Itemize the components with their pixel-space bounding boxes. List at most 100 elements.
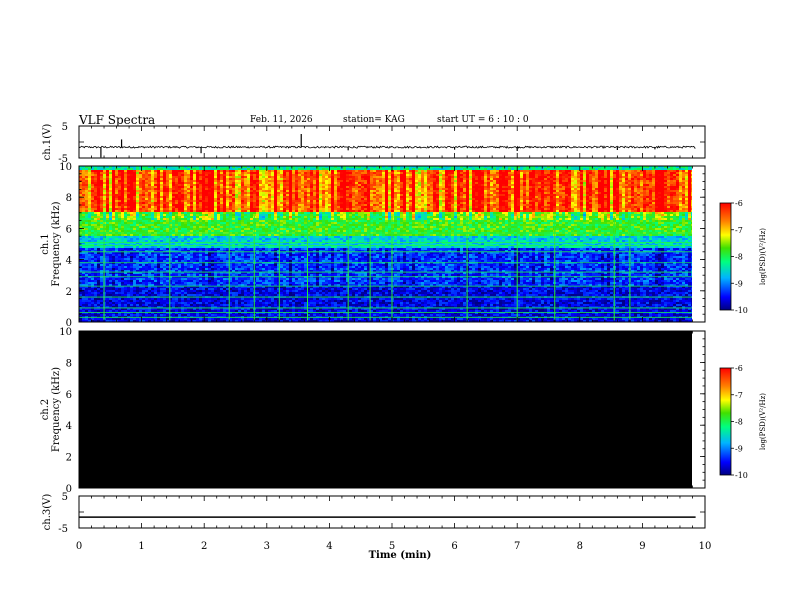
spectro-cell: [259, 240, 263, 243]
spectro-cell: [232, 224, 236, 227]
spectro-cell: [244, 224, 248, 227]
spectro-cell: [259, 266, 263, 269]
spectro-cell: [142, 294, 146, 297]
spectro-cell: [127, 314, 131, 317]
spectro-cell: [154, 218, 158, 221]
date-label: Feb. 11, 2026: [250, 115, 313, 125]
spectro-cell: [103, 246, 107, 249]
spectro-cell: [259, 230, 263, 233]
spectro-cell: [79, 298, 83, 301]
spectro-cell: [190, 282, 194, 285]
spectro-cell: [256, 298, 260, 301]
spectro-cell: [85, 224, 89, 227]
spectro-cell: [127, 216, 131, 219]
spectro-cell: [193, 228, 197, 231]
spectro-cell: [151, 226, 155, 229]
spectro-cell: [115, 278, 119, 281]
spectro-cell: [145, 310, 149, 313]
spectro-cell: [241, 210, 245, 213]
spectro-cell: [85, 272, 89, 275]
spectro-cell: [238, 286, 242, 289]
spectro-cell: [211, 204, 215, 207]
spectro-cell: [118, 222, 122, 225]
spectro-cell: [160, 312, 164, 315]
spectro-cell: [133, 170, 137, 173]
spectro-cell: [127, 236, 131, 239]
spectro-cell: [115, 188, 119, 191]
spectro-cell: [127, 262, 131, 265]
spectro-cell: [130, 284, 134, 287]
spectro-cell: [112, 294, 116, 297]
spectro-cell: [262, 224, 266, 227]
spectro-cell: [217, 188, 221, 191]
spectro-cell: [223, 286, 227, 289]
spectro-cell: [106, 294, 110, 297]
spectro-cell: [241, 286, 245, 289]
spectro-cell: [205, 260, 209, 263]
spectro-cell: [193, 188, 197, 191]
spectro-cell: [172, 186, 176, 189]
spectro-cell: [154, 304, 158, 307]
spectro-cell: [106, 190, 110, 193]
spectro-cell: [94, 182, 98, 185]
spectro-cell: [160, 204, 164, 207]
spectro-cell: [214, 238, 218, 241]
spectro-cell: [262, 196, 266, 199]
spectro-cell: [154, 194, 158, 197]
spectro-cell: [223, 258, 227, 261]
spectro-cell: [91, 286, 95, 289]
spectro-cell: [82, 178, 86, 181]
spectro-cell: [220, 198, 224, 201]
spectro-cell: [190, 252, 194, 255]
spectro-cell: [241, 198, 245, 201]
spectro-cell: [196, 274, 200, 277]
spectro-cell: [235, 180, 239, 183]
spectro-cell: [199, 238, 203, 241]
spectro-cell: [82, 318, 86, 321]
spectro-cell: [121, 220, 125, 223]
spectro-cell: [241, 228, 245, 231]
spectro-cell: [175, 178, 179, 181]
spectro-cell: [223, 168, 227, 171]
spectro-cell: [148, 266, 152, 269]
spectro-cell: [160, 238, 164, 241]
spectro-cell: [181, 224, 185, 227]
spectro-cell: [253, 200, 257, 203]
spectro-cell: [238, 182, 242, 185]
spectro-cell: [262, 266, 266, 269]
spectro-cell: [139, 200, 143, 203]
spectro-cell: [241, 260, 245, 263]
spectro-cell: [136, 202, 140, 205]
spectro-cell: [235, 200, 239, 203]
spectro-cell: [145, 264, 149, 267]
spectro-cell: [124, 282, 128, 285]
spectro-cell: [193, 250, 197, 253]
spectro-cell: [193, 282, 197, 285]
spectro-cell: [154, 288, 158, 291]
spectro-cell: [184, 238, 188, 241]
spectro-cell: [97, 298, 101, 301]
spectro-cell: [97, 290, 101, 293]
spectro-cell: [250, 234, 254, 237]
spectro-cell: [196, 268, 200, 271]
spectro-cell: [166, 262, 170, 265]
spectro-cell: [193, 270, 197, 273]
spectro-cell: [82, 230, 86, 233]
spectro-cell: [109, 254, 113, 257]
spectro-cell: [202, 266, 206, 269]
spectro-cell: [148, 288, 152, 291]
spectro-cell: [109, 310, 113, 313]
spectro-cell: [172, 248, 176, 251]
spectro-cell: [160, 198, 164, 201]
spectro-cell: [232, 174, 236, 177]
spectro-cell: [184, 280, 188, 283]
spectro-cell: [229, 212, 233, 215]
spectro-cell: [130, 206, 134, 209]
spectro-cell: [169, 214, 173, 217]
spectro-cell: [262, 284, 266, 287]
spectro-cell: [124, 260, 128, 263]
spectro-cell: [205, 174, 209, 177]
spectro-cell: [253, 208, 257, 211]
spectro-cell: [217, 292, 221, 295]
spectro-cell: [202, 176, 206, 179]
